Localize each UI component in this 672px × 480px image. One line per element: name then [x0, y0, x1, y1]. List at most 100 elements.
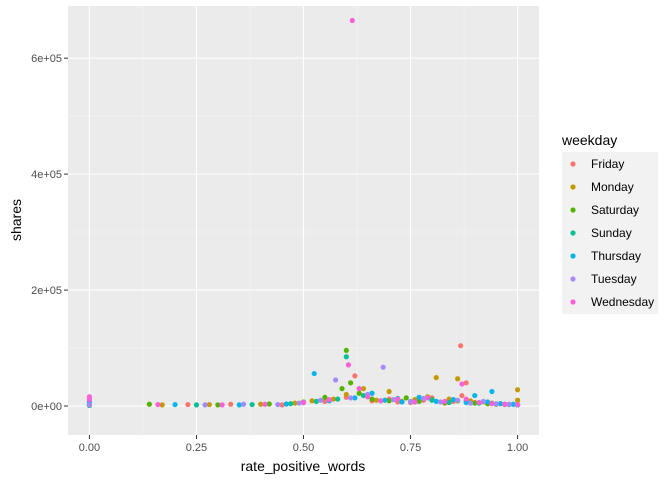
- point-thursday: [283, 401, 289, 407]
- data-points: [86, 17, 521, 409]
- point-wednesday: [489, 401, 495, 407]
- point-sunday: [446, 399, 452, 406]
- point-tuesday: [240, 401, 247, 407]
- point-tuesday: [333, 377, 339, 383]
- point-saturday: [403, 395, 409, 401]
- point-thursday: [510, 401, 516, 407]
- y-tick-label: 0e+00: [31, 401, 62, 413]
- legend-key-tuesday: [570, 276, 576, 282]
- point-thursday: [497, 401, 504, 407]
- point-monday: [386, 388, 392, 395]
- legend-label-tuesday: Tuesday: [591, 272, 637, 286]
- point-wednesday: [459, 381, 465, 387]
- point-wednesday: [86, 397, 93, 403]
- point-tuesday: [275, 401, 281, 408]
- point-monday: [514, 397, 521, 403]
- point-thursday: [489, 388, 495, 395]
- legend-key-thursday: [570, 253, 576, 259]
- point-thursday: [311, 370, 317, 377]
- legend-key-sunday: [570, 230, 576, 236]
- point-monday: [309, 398, 315, 404]
- point-wednesday: [412, 399, 418, 405]
- legend-label-sunday: Sunday: [591, 226, 632, 240]
- point-sunday: [193, 402, 200, 408]
- point-wednesday: [356, 386, 362, 392]
- x-tick-label: 0.00: [79, 442, 100, 454]
- point-thursday: [369, 390, 375, 396]
- point-saturday: [386, 398, 392, 404]
- x-tick-label: 0.50: [293, 442, 314, 454]
- point-monday: [330, 396, 337, 402]
- point-wednesday: [349, 17, 355, 24]
- legend-label-saturday: Saturday: [591, 203, 639, 217]
- y-axis: 0e+00 2e+05 4e+05 6e+05: [31, 53, 68, 413]
- point-wednesday: [425, 395, 431, 401]
- legend: weekday Friday Monday Saturday Sunday Thursd…: [561, 132, 658, 314]
- point-monday: [455, 376, 461, 382]
- point-wednesday: [463, 396, 469, 402]
- point-sunday: [343, 354, 349, 360]
- point-saturday: [146, 401, 152, 407]
- legend-key-wednesday: [570, 299, 576, 305]
- point-tuesday: [467, 400, 474, 406]
- major-gridlines: [68, 6, 539, 435]
- point-wednesday: [395, 396, 401, 402]
- point-monday: [514, 387, 521, 393]
- point-wednesday: [377, 398, 384, 404]
- x-tick-label: 1.00: [507, 442, 528, 454]
- point-tuesday: [493, 401, 499, 407]
- y-tick-label: 4e+05: [31, 169, 62, 181]
- point-monday: [373, 397, 379, 403]
- legend-key-background: [562, 152, 658, 314]
- point-monday: [360, 386, 367, 392]
- point-wednesday: [502, 401, 508, 407]
- point-tuesday: [86, 402, 93, 408]
- legend-title: weekday: [561, 132, 617, 148]
- point-wednesday: [365, 394, 371, 400]
- legend-key-monday: [570, 184, 576, 190]
- point-tuesday: [420, 395, 426, 402]
- point-saturday: [339, 386, 345, 392]
- point-monday: [159, 402, 165, 408]
- point-wednesday: [476, 399, 482, 406]
- point-thursday: [382, 397, 388, 403]
- point-monday: [206, 401, 212, 408]
- point-sunday: [288, 401, 294, 407]
- legend-label-friday: Friday: [591, 157, 624, 171]
- point-tuesday: [437, 399, 444, 405]
- legend-key-saturday: [570, 207, 576, 213]
- point-friday: [458, 343, 464, 349]
- point-sunday: [335, 396, 341, 402]
- point-saturday: [343, 347, 349, 353]
- point-saturday: [356, 390, 362, 396]
- point-sunday: [313, 398, 319, 404]
- legend-key-friday: [570, 161, 576, 167]
- x-tick-label: 0.25: [186, 442, 207, 454]
- point-sunday: [360, 392, 367, 399]
- point-tuesday: [455, 397, 461, 403]
- point-saturday: [322, 394, 328, 400]
- point-thursday: [399, 399, 405, 405]
- point-saturday: [369, 396, 375, 402]
- point-friday: [322, 398, 328, 404]
- point-saturday: [416, 398, 422, 404]
- point-sunday: [429, 397, 435, 403]
- y-tick-label: 6e+05: [31, 53, 62, 65]
- point-monday: [258, 401, 264, 407]
- x-axis: 0.00 0.25 0.50 0.75 1.00: [79, 435, 528, 454]
- point-tuesday: [296, 400, 302, 406]
- legend-label-thursday: Thursday: [591, 249, 641, 263]
- point-wednesday: [442, 398, 448, 404]
- point-thursday: [172, 401, 178, 408]
- point-sunday: [249, 401, 255, 408]
- point-wednesday: [262, 401, 268, 407]
- point-saturday: [472, 400, 478, 406]
- point-tuesday: [348, 395, 354, 401]
- point-friday: [463, 380, 469, 386]
- legend-label-monday: Monday: [591, 180, 634, 194]
- point-friday: [459, 392, 465, 399]
- point-thursday: [433, 398, 439, 404]
- point-friday: [185, 401, 191, 408]
- point-thursday: [352, 395, 358, 401]
- point-tuesday: [380, 364, 386, 370]
